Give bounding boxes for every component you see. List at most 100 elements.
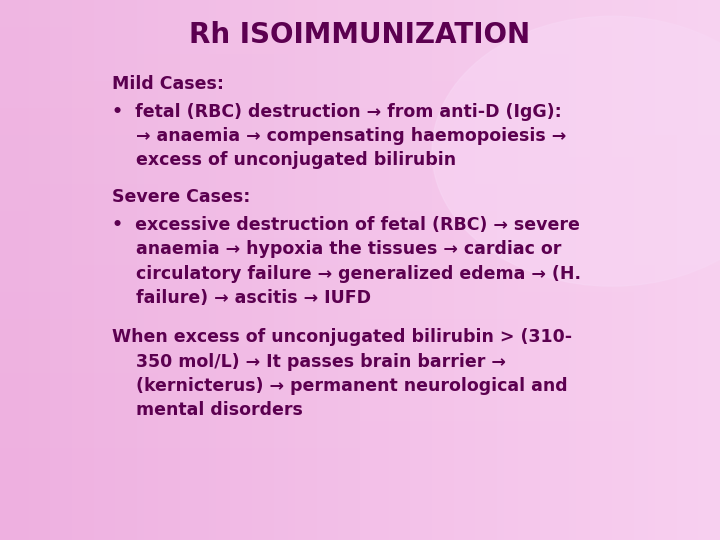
Bar	[0, 108, 720, 113]
Bar	[0, 97, 720, 103]
Bar	[58, 0, 65, 540]
Bar	[662, 0, 670, 540]
Bar	[79, 0, 86, 540]
Bar	[626, 0, 634, 540]
Bar	[418, 0, 425, 540]
Bar	[482, 0, 490, 540]
Bar	[374, 0, 382, 540]
Bar	[0, 16, 720, 22]
Bar	[166, 0, 173, 540]
Bar	[0, 346, 720, 351]
Bar	[0, 275, 720, 281]
Bar	[0, 508, 720, 513]
Text: Rh ISOIMMUNIZATION: Rh ISOIMMUNIZATION	[189, 21, 531, 49]
Bar	[0, 302, 720, 308]
Bar	[0, 216, 720, 221]
Bar	[0, 356, 720, 362]
Bar	[583, 0, 590, 540]
Bar	[360, 0, 367, 540]
Bar	[346, 0, 353, 540]
Bar	[223, 0, 230, 540]
Bar	[0, 437, 720, 443]
Text: excess of unconjugated bilirubin: excess of unconjugated bilirubin	[112, 151, 456, 170]
Bar	[173, 0, 180, 540]
Bar	[115, 0, 122, 540]
Bar	[7, 0, 14, 540]
Bar	[0, 518, 720, 524]
Bar	[0, 297, 720, 302]
Bar	[0, 32, 720, 38]
Bar	[0, 254, 720, 259]
Bar	[497, 0, 504, 540]
Bar	[86, 0, 94, 540]
Bar	[0, 124, 720, 130]
Bar	[0, 324, 720, 329]
Bar	[144, 0, 151, 540]
Bar	[511, 0, 518, 540]
Bar	[0, 22, 720, 27]
Bar	[0, 535, 720, 540]
Bar	[0, 194, 720, 200]
Bar	[0, 351, 720, 356]
Bar	[0, 76, 720, 81]
Bar	[0, 92, 720, 97]
Bar	[547, 0, 554, 540]
Bar	[432, 0, 439, 540]
Bar	[475, 0, 482, 540]
Bar	[605, 0, 612, 540]
Bar	[554, 0, 562, 540]
Bar	[43, 0, 50, 540]
Text: •  excessive destruction of fetal (RBC) → severe: • excessive destruction of fetal (RBC) →…	[112, 216, 580, 234]
Bar	[259, 0, 266, 540]
Bar	[403, 0, 410, 540]
Bar	[0, 400, 720, 405]
Bar	[310, 0, 317, 540]
Bar	[0, 11, 720, 16]
Bar	[0, 329, 720, 335]
Bar	[0, 319, 720, 324]
Bar	[317, 0, 324, 540]
Bar	[0, 65, 720, 70]
Bar	[187, 0, 194, 540]
Bar	[446, 0, 454, 540]
Bar	[0, 189, 720, 194]
Bar	[0, 405, 720, 410]
Bar	[677, 0, 684, 540]
Bar	[0, 49, 720, 54]
Bar	[0, 0, 7, 540]
Bar	[0, 243, 720, 248]
Bar	[245, 0, 252, 540]
Bar	[0, 410, 720, 416]
Bar	[0, 59, 720, 65]
Bar	[108, 0, 115, 540]
Bar	[180, 0, 187, 540]
Text: (kernicterus) → permanent neurological and: (kernicterus) → permanent neurological a…	[112, 377, 567, 395]
Text: 350 mol/L) → It passes brain barrier →: 350 mol/L) → It passes brain barrier →	[112, 353, 505, 371]
Bar	[0, 427, 720, 432]
Bar	[29, 0, 36, 540]
Text: anaemia → hypoxia the tissues → cardiac or: anaemia → hypoxia the tissues → cardiac …	[112, 240, 561, 259]
Bar	[0, 27, 720, 32]
Bar	[252, 0, 259, 540]
Bar	[0, 54, 720, 59]
Bar	[0, 157, 720, 162]
Bar	[576, 0, 583, 540]
Bar	[72, 0, 79, 540]
Bar	[0, 389, 720, 394]
Bar	[36, 0, 43, 540]
Bar	[670, 0, 677, 540]
Bar	[324, 0, 331, 540]
Bar	[14, 0, 22, 540]
Bar	[0, 281, 720, 286]
Bar	[0, 86, 720, 92]
Bar	[0, 481, 720, 486]
Bar	[468, 0, 475, 540]
Bar	[0, 459, 720, 464]
Bar	[137, 0, 144, 540]
Bar	[562, 0, 569, 540]
Bar	[0, 130, 720, 135]
Bar	[0, 313, 720, 319]
Bar	[533, 0, 540, 540]
Bar	[0, 178, 720, 184]
Bar	[0, 0, 720, 5]
